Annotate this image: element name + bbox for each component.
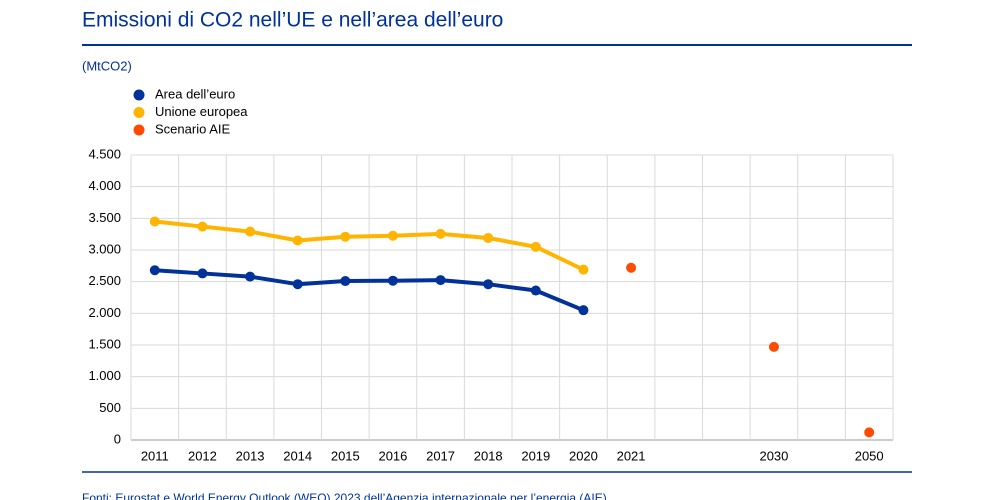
series-point [387, 275, 398, 286]
scenario-point [768, 341, 779, 352]
legend-marker [133, 89, 145, 101]
unit-label: (MtCO2) [82, 58, 132, 73]
x-tick-label: 2013 [236, 448, 265, 463]
chart-title: Emissioni di CO2 nell’UE e nell’area del… [82, 9, 503, 32]
series-point [530, 285, 541, 296]
x-tick-label: 2017 [426, 448, 455, 463]
series-point [197, 268, 208, 279]
y-tick-label: 3.500 [88, 210, 121, 225]
y-tick-label: 4.000 [88, 178, 121, 193]
series-point [483, 232, 494, 243]
x-tick-label: 2050 [855, 448, 884, 463]
series-line [154, 268, 585, 313]
series-point [483, 279, 494, 290]
y-tick-label: 2.500 [88, 273, 121, 288]
x-tick-label: 2016 [378, 448, 407, 463]
x-tick-label: 2018 [474, 448, 503, 463]
legend-label: Area dell’euro [155, 86, 235, 101]
series-point [149, 216, 160, 227]
legend-label: Scenario AIE [155, 121, 230, 136]
series-point [292, 235, 303, 246]
legend-marker [133, 107, 145, 118]
x-tick-label: 2021 [617, 448, 646, 463]
y-tick-label: 1.500 [88, 336, 121, 351]
y-tick-label: 3.000 [88, 241, 121, 256]
series-point [292, 279, 303, 290]
series-line [154, 219, 585, 272]
source-note: Fonti: Eurostat e World Energy Outlook (… [82, 491, 610, 500]
series-point [435, 228, 446, 239]
series-point [435, 275, 446, 286]
x-tick-label: 2020 [569, 448, 598, 463]
series-point [578, 305, 589, 316]
series-point [197, 221, 208, 232]
series-point [578, 264, 589, 275]
x-tick-label: 2030 [759, 448, 788, 463]
series-point [530, 241, 541, 252]
x-tick-label: 2012 [188, 448, 217, 463]
series-point [340, 276, 351, 287]
x-tick-label: 2015 [331, 448, 360, 463]
y-tick-label: 500 [99, 400, 121, 415]
series-point [149, 265, 160, 276]
scenario-point [626, 262, 637, 273]
x-tick-label: 2014 [283, 448, 312, 463]
x-tick-label: 2011 [141, 448, 169, 463]
legend-marker [133, 124, 145, 136]
y-tick-label: 0 [114, 431, 121, 446]
series-point [245, 226, 256, 237]
series-point [340, 231, 351, 242]
x-tick-label: 2019 [521, 448, 550, 463]
series-point [245, 271, 256, 282]
scenario-point [864, 427, 875, 438]
legend-label: Unione europea [155, 104, 248, 119]
y-tick-label: 2.000 [88, 305, 121, 320]
y-tick-label: 1.000 [88, 368, 121, 383]
y-tick-label: 4.500 [88, 146, 121, 161]
series-point [387, 230, 398, 241]
